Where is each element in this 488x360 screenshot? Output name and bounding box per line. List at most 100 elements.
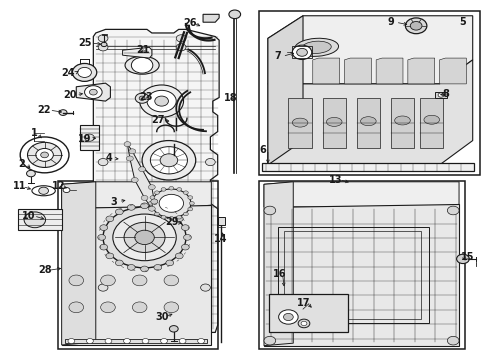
Bar — [259, 181, 464, 349]
Polygon shape — [264, 182, 293, 346]
Circle shape — [98, 35, 108, 42]
Circle shape — [135, 230, 154, 244]
Polygon shape — [312, 58, 339, 84]
Circle shape — [159, 194, 183, 212]
Circle shape — [89, 89, 97, 95]
Circle shape — [124, 141, 131, 147]
Circle shape — [100, 244, 107, 250]
Circle shape — [24, 212, 45, 228]
Circle shape — [150, 196, 155, 199]
Text: 20: 20 — [63, 90, 77, 100]
Circle shape — [139, 167, 145, 172]
Circle shape — [151, 199, 158, 204]
Circle shape — [142, 338, 149, 343]
Text: 3: 3 — [110, 197, 117, 207]
Circle shape — [148, 202, 153, 205]
Bar — [277, 226, 428, 323]
Circle shape — [127, 265, 135, 270]
Circle shape — [292, 45, 311, 59]
Polygon shape — [61, 182, 96, 345]
Circle shape — [179, 338, 185, 343]
Circle shape — [155, 96, 168, 106]
Circle shape — [115, 209, 123, 215]
Text: 14: 14 — [214, 234, 227, 244]
Circle shape — [36, 148, 53, 161]
Circle shape — [456, 254, 468, 264]
Circle shape — [106, 216, 114, 222]
Circle shape — [27, 142, 61, 167]
Polygon shape — [267, 16, 472, 84]
Circle shape — [101, 275, 115, 286]
Circle shape — [140, 85, 183, 117]
Circle shape — [405, 18, 426, 34]
Circle shape — [181, 244, 189, 250]
Circle shape — [189, 202, 194, 205]
Polygon shape — [375, 58, 402, 84]
Polygon shape — [344, 58, 370, 84]
Circle shape — [41, 152, 48, 158]
Polygon shape — [264, 204, 458, 346]
Text: 23: 23 — [139, 92, 152, 102]
Circle shape — [154, 191, 159, 194]
Text: 16: 16 — [272, 269, 286, 279]
Text: 27: 27 — [151, 115, 164, 125]
Circle shape — [101, 302, 115, 313]
Circle shape — [26, 170, 35, 177]
Circle shape — [152, 189, 190, 218]
Bar — [261, 163, 473, 171]
Text: 29: 29 — [165, 217, 179, 227]
Circle shape — [141, 203, 148, 209]
Circle shape — [197, 338, 204, 343]
Circle shape — [154, 204, 162, 210]
Text: 17: 17 — [297, 298, 310, 308]
Ellipse shape — [292, 118, 307, 127]
Ellipse shape — [326, 117, 341, 126]
Circle shape — [296, 48, 307, 56]
Circle shape — [131, 57, 153, 73]
Circle shape — [98, 44, 108, 51]
Circle shape — [20, 137, 69, 173]
Circle shape — [169, 325, 178, 332]
Circle shape — [84, 86, 102, 99]
Circle shape — [298, 319, 309, 328]
Circle shape — [124, 222, 164, 252]
Polygon shape — [264, 182, 458, 207]
Circle shape — [127, 204, 135, 210]
Circle shape — [228, 10, 240, 19]
Text: 15: 15 — [460, 252, 474, 262]
Text: 11: 11 — [13, 181, 26, 192]
Text: 5: 5 — [459, 17, 466, 27]
Circle shape — [301, 321, 306, 325]
Circle shape — [165, 209, 173, 215]
Circle shape — [161, 215, 165, 219]
Circle shape — [187, 196, 192, 199]
Bar — [218, 217, 224, 225]
Text: 22: 22 — [37, 105, 50, 115]
Text: 7: 7 — [274, 51, 281, 61]
Bar — [18, 210, 61, 230]
Circle shape — [264, 336, 275, 345]
Text: 13: 13 — [329, 175, 342, 185]
Polygon shape — [203, 14, 219, 22]
Circle shape — [176, 35, 185, 42]
Circle shape — [264, 206, 275, 215]
Polygon shape — [439, 58, 466, 84]
Bar — [434, 93, 447, 98]
Bar — [356, 98, 379, 148]
Circle shape — [409, 22, 421, 30]
Circle shape — [187, 207, 192, 211]
Circle shape — [154, 265, 162, 270]
Circle shape — [78, 67, 91, 77]
Bar — [390, 98, 413, 148]
Text: 4: 4 — [105, 153, 112, 163]
Circle shape — [39, 187, 48, 194]
Circle shape — [72, 63, 97, 81]
Circle shape — [98, 158, 108, 166]
Circle shape — [160, 154, 177, 167]
Circle shape — [205, 158, 215, 166]
Circle shape — [165, 260, 173, 266]
Text: 12: 12 — [51, 181, 65, 192]
Bar — [267, 279, 351, 333]
Circle shape — [129, 149, 136, 154]
Ellipse shape — [125, 56, 159, 74]
